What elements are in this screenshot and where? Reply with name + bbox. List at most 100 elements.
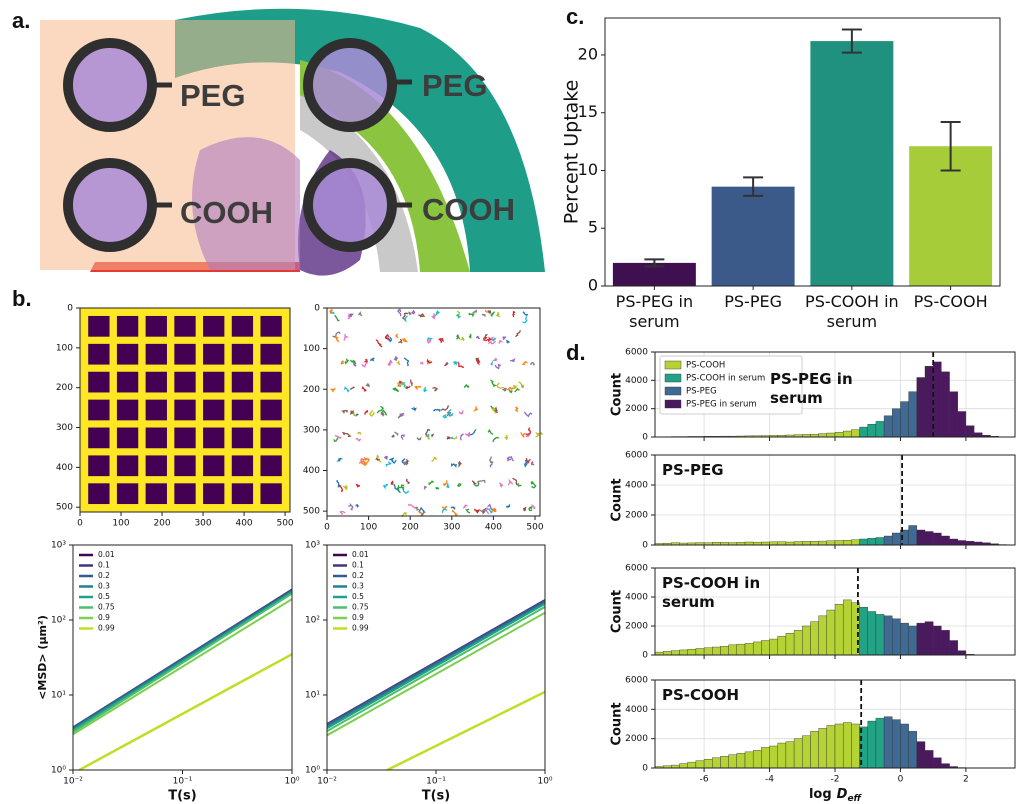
y-axis-label: <MSD> (μm²): [36, 615, 49, 700]
x-tick-label: -6: [700, 775, 709, 785]
track: [410, 379, 413, 387]
track: [389, 457, 395, 461]
legend-label: 0.1: [352, 561, 364, 570]
bar: [810, 41, 894, 286]
x-tick-label: 400: [235, 519, 252, 529]
track: [510, 358, 516, 363]
x-tick-label-text: PS-PEG: [724, 292, 782, 311]
track: [516, 482, 522, 487]
histogram-bar: [826, 725, 836, 769]
histogram-bar: [875, 717, 885, 769]
track: [496, 382, 505, 389]
x-axis-label-subscript: eff: [847, 794, 862, 804]
track: [487, 508, 494, 514]
image-cell: [88, 483, 110, 505]
x-axis-label: T(s): [168, 789, 197, 804]
track: [490, 507, 497, 513]
x-axis-label-text: log: [809, 787, 832, 802]
image-cell: [174, 455, 196, 477]
histogram-bar: [965, 425, 975, 438]
track: [329, 308, 333, 314]
y-tick-label: 2000: [625, 734, 648, 744]
histogram-bar: [916, 377, 926, 438]
track: [525, 458, 531, 464]
x-tick-label: 2: [963, 775, 969, 785]
track: [395, 333, 399, 339]
axes-frame: [326, 307, 541, 517]
track: [411, 406, 417, 412]
histogram-bar: [818, 615, 828, 656]
histogram-bar: [859, 426, 868, 438]
image-cell: [88, 399, 110, 421]
track: [391, 459, 397, 464]
x-tick-label: PS-COOH in serum: [805, 292, 899, 331]
track: [485, 507, 490, 515]
y-tick-label: 4000: [625, 705, 648, 715]
axes-frame: [654, 454, 1016, 546]
histogram-bar: [883, 716, 893, 769]
histogram-bar: [924, 750, 934, 769]
track: [473, 406, 479, 413]
track: [479, 509, 486, 513]
site: [303, 158, 397, 252]
track: [451, 509, 458, 517]
track: [499, 482, 504, 488]
track: [488, 336, 494, 341]
series-line: [384, 690, 545, 770]
series-line: [73, 598, 292, 736]
track: [348, 313, 355, 318]
image-cell: [260, 315, 282, 337]
series-line: [73, 592, 292, 733]
track: [408, 503, 416, 509]
track: [507, 478, 514, 486]
track: [487, 429, 494, 435]
track: [394, 431, 399, 436]
track: [403, 357, 410, 367]
y-tick-label: 6000: [625, 348, 648, 358]
track: [475, 357, 480, 363]
histogram-bar: [875, 614, 885, 656]
diagram-label: COOH: [422, 192, 515, 227]
track: [446, 408, 452, 415]
track: [502, 336, 507, 341]
track: [392, 387, 400, 393]
track: [365, 382, 370, 388]
track: [341, 431, 352, 438]
histogram-bar: [671, 650, 680, 656]
image-cell: [203, 455, 225, 477]
y-tick-label: 6000: [625, 564, 648, 574]
track: [508, 389, 513, 394]
x-tick-label: -2: [831, 775, 840, 785]
legend-label: 0.9: [352, 613, 364, 622]
image-cell: [203, 315, 225, 337]
track: [483, 336, 488, 342]
track: [352, 361, 357, 367]
axes-frame: [326, 544, 546, 771]
track: [487, 340, 496, 345]
track: [427, 433, 430, 438]
y-tick-label: 6000: [625, 676, 648, 686]
track: [358, 458, 363, 464]
histogram-bar: [752, 750, 762, 769]
histogram-bar: [679, 649, 688, 656]
x-tick-label-text: PS-PEG in serum: [615, 292, 694, 331]
legend-label: 0.5: [98, 592, 110, 601]
bar: [612, 262, 696, 286]
x-tick-label: 0: [77, 519, 83, 529]
legend-swatch: [664, 386, 682, 396]
track: [424, 428, 431, 437]
track: [426, 358, 433, 364]
histogram-bar: [916, 529, 926, 546]
image-cell: [116, 343, 139, 365]
y-tick-label: 10⁰: [51, 766, 66, 776]
histogram-bar: [728, 754, 738, 769]
legend-label: 0.75: [352, 603, 369, 612]
histogram-bar: [924, 621, 934, 656]
histogram-bar: [785, 741, 795, 769]
histogram-bar: [712, 757, 721, 769]
connectors: [152, 79, 412, 208]
track: [488, 456, 494, 464]
track: [491, 406, 497, 414]
track: [433, 310, 440, 317]
track: [369, 357, 375, 362]
